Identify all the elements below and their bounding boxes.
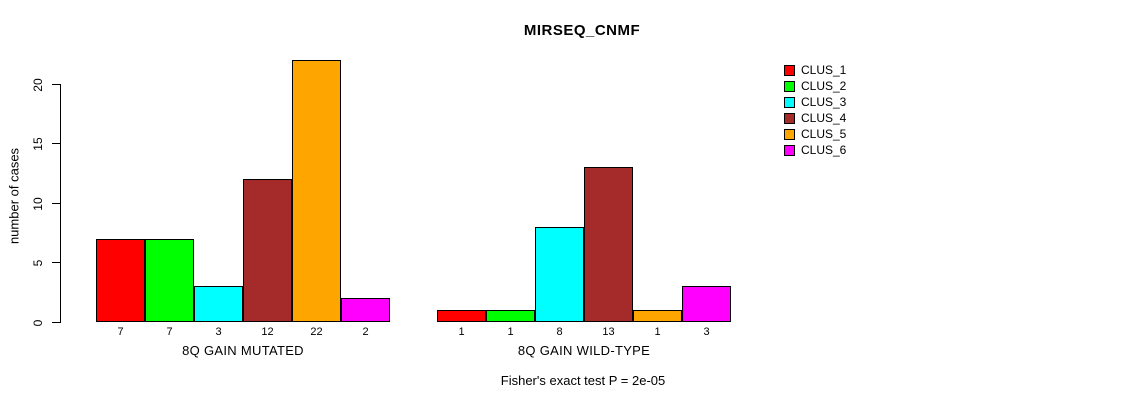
- bar-value-label: 8: [556, 326, 563, 338]
- bar-value-label: 1: [654, 326, 661, 338]
- bar-value-label: 3: [215, 326, 222, 338]
- y-axis-tick: [52, 262, 60, 264]
- bar-clus_5: [292, 60, 341, 322]
- legend: CLUS_1 CLUS_2 CLUS_3 CLUS_4 CLUS_5 CLUS_…: [784, 62, 846, 158]
- bar-clus_6: [341, 298, 390, 322]
- y-axis-tick-label: 5: [31, 260, 45, 267]
- y-axis-tick-label: 15: [31, 137, 45, 151]
- bar-clus_5: [633, 310, 682, 322]
- legend-swatch-icon: [784, 80, 795, 92]
- y-axis-tick-label: 0: [31, 319, 45, 327]
- legend-item-label: CLUS_2: [801, 79, 847, 93]
- legend-swatch-icon: [784, 96, 795, 108]
- bar-clus_4: [584, 167, 633, 322]
- legend-item: CLUS_1: [784, 62, 846, 78]
- bar-clus_2: [145, 239, 194, 322]
- legend-item-label: CLUS_6: [801, 143, 847, 157]
- bar-value-label: 12: [261, 326, 274, 338]
- x-axis-group-label: 8Q GAIN MUTATED: [182, 343, 304, 358]
- legend-item: CLUS_6: [784, 142, 846, 158]
- bar-clus_4: [243, 179, 292, 322]
- legend-item-label: CLUS_5: [801, 127, 847, 141]
- bar-value-label: 2: [362, 326, 369, 338]
- y-axis-tick: [52, 322, 60, 323]
- bar-value-label: 7: [166, 326, 173, 338]
- legend-item: CLUS_3: [784, 94, 846, 110]
- bar-value-label: 22: [310, 326, 323, 338]
- y-axis-tick: [52, 83, 60, 85]
- y-axis-line: [60, 83, 61, 323]
- bar-value-label: 1: [458, 326, 465, 338]
- y-axis-tick-label: 10: [31, 197, 45, 211]
- x-axis-group-label: 8Q GAIN WILD-TYPE: [517, 343, 651, 358]
- legend-swatch-icon: [784, 128, 795, 140]
- bar-clus_2: [486, 310, 535, 322]
- legend-item-label: CLUS_1: [801, 63, 847, 77]
- bar-clus_1: [96, 239, 145, 322]
- y-axis-tick-label: 20: [31, 77, 45, 92]
- legend-item-label: CLUS_4: [801, 111, 847, 125]
- bar-value-label: 13: [602, 326, 615, 338]
- bar-value-label: 3: [703, 326, 710, 338]
- bar-clus_6: [682, 286, 731, 322]
- legend-item: CLUS_2: [784, 78, 846, 94]
- bar-clus_1: [437, 310, 486, 322]
- bar-clus_3: [535, 227, 584, 322]
- legend-swatch-icon: [784, 112, 795, 124]
- y-axis-label: number of cases: [6, 147, 22, 245]
- fisher-test-annotation: Fisher's exact test P = 2e-05: [500, 373, 666, 388]
- legend-swatch-icon: [784, 144, 795, 156]
- bar-clus_3: [194, 286, 243, 322]
- chart-title: MIRSEQ_CNMF: [523, 22, 641, 39]
- legend-item: CLUS_4: [784, 110, 846, 126]
- bar-value-label: 1: [507, 326, 514, 338]
- legend-swatch-icon: [784, 64, 795, 76]
- y-axis-tick: [52, 202, 60, 204]
- y-axis-tick: [52, 143, 60, 145]
- legend-item: CLUS_5: [784, 126, 846, 142]
- legend-item-label: CLUS_3: [801, 95, 847, 109]
- bar-value-label: 7: [117, 326, 124, 338]
